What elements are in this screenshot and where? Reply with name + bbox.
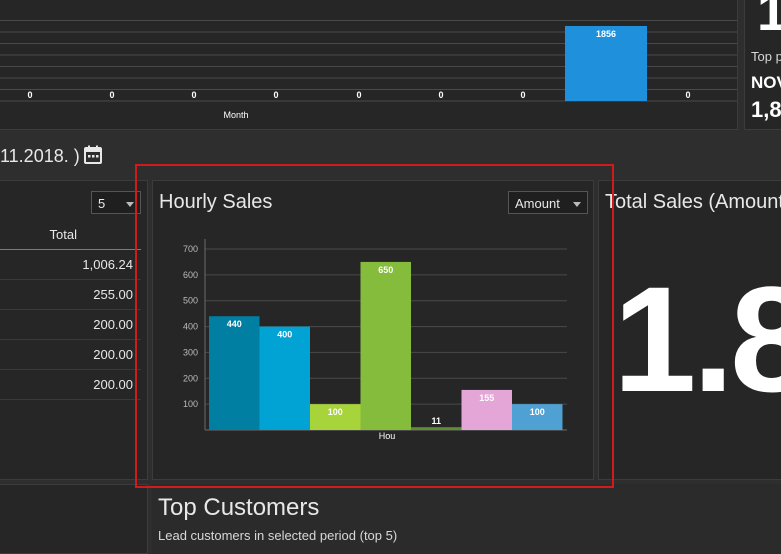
top-product-month: NOV <box>751 73 781 92</box>
hourly-sales-title: Hourly Sales <box>159 191 273 213</box>
y-tick-label: 100 <box>183 399 198 409</box>
month-bar-label: 0 <box>520 90 525 100</box>
month-bar-label: 0 <box>27 90 32 100</box>
row-total: 255.00 <box>93 287 133 302</box>
hourly-metric-value: Amount <box>515 196 560 211</box>
monthly-sales-panel: 0 0 0 0 0 0 0 1856 0 Month <box>0 0 738 130</box>
month-bar-label: 0 <box>356 90 361 100</box>
calendar-icon[interactable] <box>83 145 103 165</box>
row-total: 200.00 <box>93 377 133 392</box>
monthly-sales-chart: 0 0 0 0 0 0 0 1856 0 Month <box>0 20 737 120</box>
row-total: 200.00 <box>93 317 133 332</box>
hourly-bar-label: 400 <box>277 330 292 340</box>
top-product-label: Top p <box>751 49 781 64</box>
top-customers-title: Top Customers <box>158 494 320 521</box>
hourly-bar-label: 650 <box>378 265 393 275</box>
y-tick-label: 500 <box>183 296 198 306</box>
top-product-value: 1,8 <box>751 97 781 122</box>
total-sales-value: 1.8 <box>613 255 781 423</box>
hourly-sales-panel: Hourly Sales Amount 100 200 300 400 500 600 70… <box>152 180 594 480</box>
chevron-down-icon <box>573 202 581 207</box>
hourly-bar <box>310 404 361 430</box>
month-bar <box>565 26 647 101</box>
hourly-bar <box>512 404 563 430</box>
highlight-box <box>135 164 614 488</box>
bottom-left-panel <box>0 484 148 554</box>
month-bar-label: 0 <box>273 90 278 100</box>
hourly-bar <box>461 389 512 430</box>
hourly-bar-label: 11 <box>431 416 441 426</box>
top-customers-panel: Top Customers Lead customers in selected… <box>152 484 781 554</box>
page-size-value: 5 <box>98 196 106 211</box>
table-row[interactable]: 255.00 <box>0 280 141 310</box>
y-tick-label: 300 <box>183 347 198 357</box>
top-customers-subtitle: Lead customers in selected period (top 5… <box>158 528 398 543</box>
month-bar-label: 0 <box>438 90 443 100</box>
hourly-bar <box>411 427 462 430</box>
y-tick-label: 200 <box>183 373 198 383</box>
row-total: 200.00 <box>93 347 133 362</box>
hourly-bar <box>360 261 411 430</box>
hourly-bar-label: 100 <box>530 407 545 417</box>
month-bar-label: 1856 <box>596 29 616 39</box>
hourly-axis-label: Hou <box>379 431 396 441</box>
hourly-sales-chart: 100 200 300 400 500 600 700 440 400 100 650 11 155 10… <box>183 239 567 441</box>
row-total: 1,006.24 <box>82 257 133 272</box>
month-bar-label: 0 <box>685 90 690 100</box>
hourly-bar-label: 100 <box>328 407 343 417</box>
hourly-metric-select[interactable]: Amount <box>508 191 588 214</box>
y-tick-label: 400 <box>183 322 198 332</box>
total-sales-title: Total Sales (Amount) <box>605 191 781 213</box>
page-size-select[interactable]: 5 <box>91 191 141 214</box>
table-header: Total <box>0 219 141 250</box>
sales-table-panel: 5 Total 1,006.24 255.00 200.00 200.00 20… <box>0 180 148 480</box>
hourly-bar <box>259 326 310 430</box>
y-tick-label: 600 <box>183 270 198 280</box>
top-product-panel: 1 Top p NOV 1,8 <box>744 0 781 130</box>
month-bar-label: 0 <box>191 90 196 100</box>
table-row[interactable]: 1,006.24 <box>0 250 141 280</box>
month-axis-label: Month <box>223 110 248 120</box>
total-sales-panel: Total Sales (Amount) 1.8 <box>598 180 781 480</box>
top-kpi-digit: 1 <box>757 0 781 42</box>
hourly-bar <box>209 316 260 430</box>
table-row[interactable]: 200.00 <box>0 340 141 370</box>
hourly-bar-label: 440 <box>227 319 242 329</box>
date-range-label: 11.2018. ) <box>0 146 80 166</box>
table-row[interactable]: 200.00 <box>0 370 141 400</box>
hourly-bar-label: 155 <box>479 393 494 403</box>
chevron-down-icon <box>126 202 134 207</box>
table-row[interactable]: 200.00 <box>0 310 141 340</box>
y-tick-label: 700 <box>183 244 198 254</box>
month-bar-label: 0 <box>109 90 114 100</box>
column-header-total[interactable]: Total <box>49 227 77 242</box>
